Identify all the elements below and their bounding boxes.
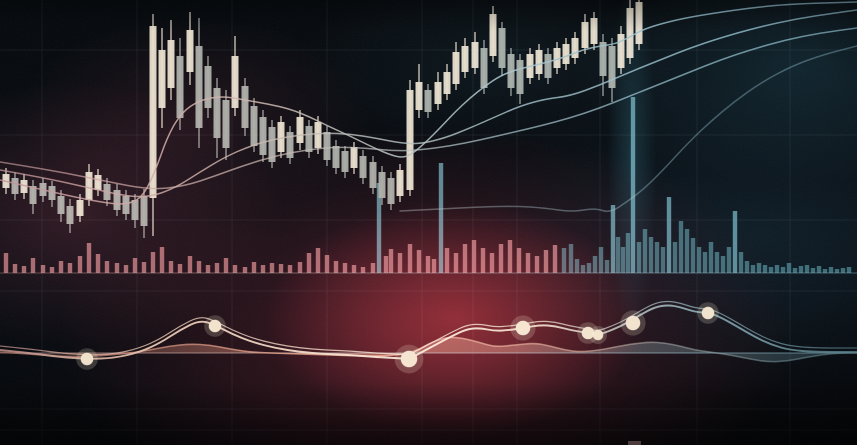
film-grain-texture [0,0,857,445]
trading-chart-image [0,0,857,445]
trading-chart-canvas [0,0,857,445]
